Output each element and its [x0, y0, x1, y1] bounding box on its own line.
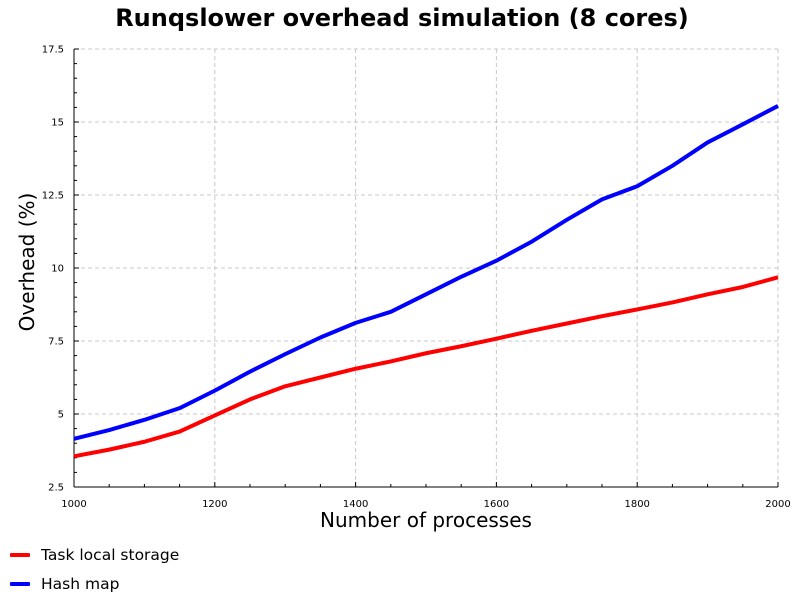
legend-swatch-task-local-storage	[10, 552, 30, 557]
y-tick-label: 2.5	[48, 483, 64, 494]
y-axis-label: Overhead (%)	[15, 192, 39, 332]
legend: Task local storage Hash map	[10, 540, 179, 598]
y-tick-label: 15	[51, 118, 64, 129]
x-tick-label: 1400	[343, 499, 368, 510]
y-tick-label: 10	[51, 264, 64, 275]
tick-labels: 1000 1200 1400 1600 1800 2000 2.5 5 7.5 10 12.5 15 1…	[42, 45, 791, 511]
y-tick-label: 7.5	[48, 337, 64, 348]
legend-label-task-local-storage: Task local storage	[41, 545, 180, 564]
chart-title: Runqslower overhead simulation (8 cores)	[115, 4, 689, 32]
legend-item-hash-map: Hash map	[10, 569, 179, 598]
grid	[74, 48, 779, 487]
legend-label-hash-map: Hash map	[41, 574, 120, 593]
x-tick-label: 1200	[202, 499, 227, 510]
axes	[73, 48, 779, 488]
y-tick-label: 5	[58, 410, 64, 421]
x-tick-label: 2000	[765, 499, 790, 510]
x-tick-label: 1000	[61, 499, 86, 510]
legend-item-task-local-storage: Task local storage	[10, 540, 179, 569]
x-axis-label: Number of processes	[320, 508, 532, 532]
y-tick-label: 17.5	[42, 45, 64, 56]
x-tick-label: 1600	[484, 499, 509, 510]
series-lines	[73, 104, 779, 459]
legend-swatch-hash-map	[10, 581, 30, 586]
series-line-task-local-storage	[73, 275, 779, 459]
y-tick-label: 12.5	[42, 191, 64, 202]
series-line-hash-map	[73, 104, 779, 441]
x-tick-label: 1800	[624, 499, 649, 510]
